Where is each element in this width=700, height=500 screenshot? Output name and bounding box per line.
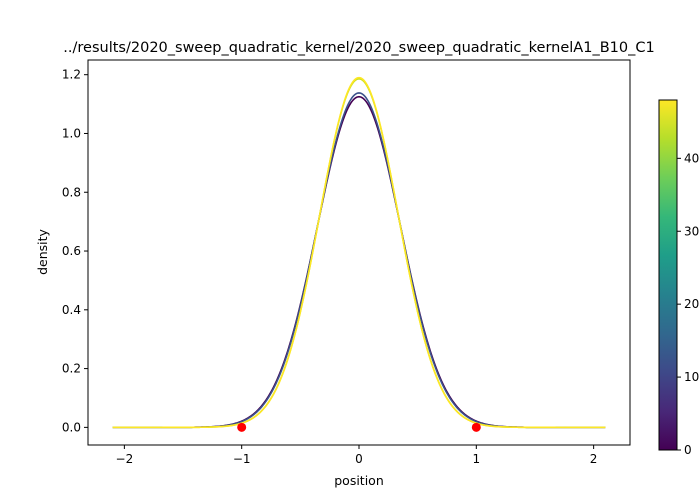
colorbar-tick-label: 0	[684, 443, 692, 457]
plot-frame	[87, 59, 631, 446]
series-line-0	[112, 95, 606, 429]
x-axis-ticks: −2 −1 0 1 2	[116, 445, 598, 466]
y-tick-label: 0.6	[62, 244, 81, 258]
y-tick-label: 0.2	[62, 362, 81, 376]
series-line-1	[112, 92, 606, 429]
x-tick-label: −1	[233, 452, 251, 466]
y-tick-label: 0.4	[62, 303, 81, 317]
chart-title: ../results/2020_sweep_quadratic_kernel/2…	[63, 40, 654, 56]
y-tick-label: 1.0	[62, 126, 81, 140]
x-tick-label: 0	[355, 452, 363, 466]
x-tick-label: 2	[590, 452, 598, 466]
colorbar-tick-label: 40	[684, 151, 699, 165]
x-tick-label: −2	[116, 452, 134, 466]
marker-point	[471, 422, 481, 432]
series-line-2	[112, 78, 606, 429]
colorbar-tick-label: 10	[684, 370, 699, 384]
colorbar-gradient	[658, 99, 678, 451]
markers	[237, 422, 481, 432]
colorbar-tick-label: 20	[684, 297, 699, 311]
plot-area: −2 −1 0 1 2 0.0 0.2 0.4 0.6 0.8 1.0 1.2	[62, 59, 631, 466]
y-axis-ticks: 0.0 0.2 0.4 0.6 0.8 1.0 1.2	[62, 68, 88, 434]
y-tick-label: 0.0	[62, 420, 81, 434]
y-tick-label: 0.8	[62, 185, 81, 199]
colorbar: 0 10 20 30 40	[658, 99, 699, 457]
series-line-3	[112, 76, 606, 429]
marker-point	[237, 422, 247, 432]
series-lines	[112, 76, 606, 429]
x-axis-label: position	[334, 473, 384, 488]
y-tick-label: 1.2	[62, 68, 81, 82]
colorbar-ticks: 0 10 20 30 40	[677, 151, 699, 457]
y-axis-label: density	[35, 228, 50, 274]
x-tick-label: 1	[472, 452, 480, 466]
colorbar-tick-label: 30	[684, 224, 699, 238]
